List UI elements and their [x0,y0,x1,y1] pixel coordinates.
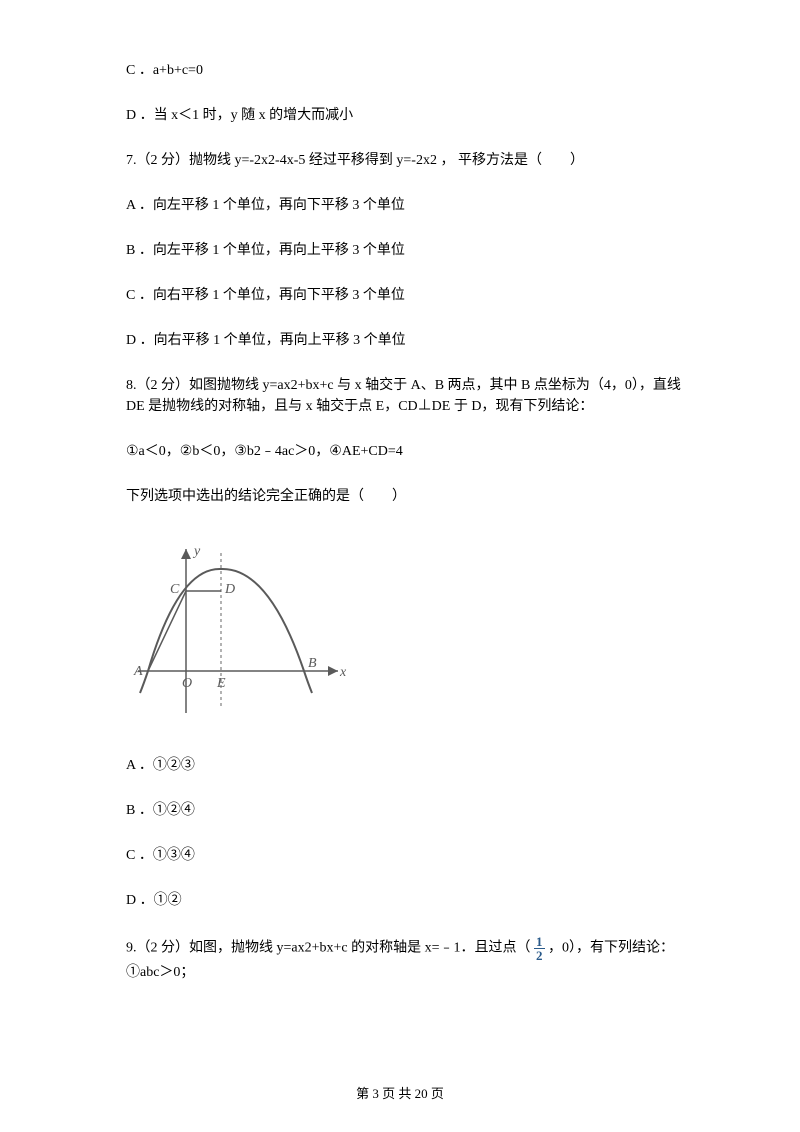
fraction-one-half: 1 2 [534,935,545,962]
q8-option-b: B ．①②④ [98,800,702,821]
q7-option-b: B ．向左平移 1 个单位，再向上平移 3 个单位 [98,240,702,261]
svg-text:y: y [192,544,201,559]
page-footer: 第 3 页 共 20 页 [0,1083,800,1102]
svg-text:E: E [216,676,226,691]
fraction-denominator: 2 [534,949,545,962]
q7-option-d: D ．向右平移 1 个单位，再向上平移 3 个单位 [98,330,702,351]
svg-text:C: C [170,582,180,597]
q9-stem: 9.（2 分）如图，抛物线 y=ax2+bx+c 的对称轴是 x=﹣1．且过点（… [98,935,702,983]
q7-option-a: A ．向左平移 1 个单位，再向下平移 3 个单位 [98,195,702,216]
q8-option-d: D ．①② [98,890,702,911]
svg-text:x: x [339,665,347,680]
svg-text:A: A [133,664,143,679]
q8-stem-1: 8.（2 分）如图抛物线 y=ax2+bx+c 与 x 轴交于 A、B 两点，其… [98,375,702,417]
svg-text:D: D [224,582,235,597]
svg-text:O: O [182,676,192,691]
q8-diagram-container: y x O A B C D E [98,531,702,731]
q8-stem-3: 下列选项中选出的结论完全正确的是（ ） [98,486,702,507]
q7-option-c: C ．向右平移 1 个单位，再向下平移 3 个单位 [98,285,702,306]
q8-diagram: y x O A B C D E [126,531,356,726]
q6-option-d: D ．当 x＜1 时，y 随 x 的增大而减小 [98,105,702,126]
q8-stem-2: ①a＜0，②b＜0，③b2﹣4ac＞0，④AE+CD=4 [98,441,702,462]
q8-option-a: A ．①②③ [98,755,702,776]
q9-stem-before: 9.（2 分）如图，抛物线 y=ax2+bx+c 的对称轴是 x=﹣1．且过点（ [126,941,531,956]
q8-option-c: C ．①③④ [98,845,702,866]
fraction-numerator: 1 [534,935,545,949]
q7-stem: 7.（2 分）抛物线 y=-2x2-4x-5 经过平移得到 y=-2x2 ， 平… [98,150,702,171]
q6-option-c: C ．a+b+c=0 [98,60,702,81]
q8-stem-1-text: 8.（2 分）如图抛物线 y=ax2+bx+c 与 x 轴交于 A、B 两点，其… [126,378,681,414]
svg-text:B: B [308,656,317,671]
